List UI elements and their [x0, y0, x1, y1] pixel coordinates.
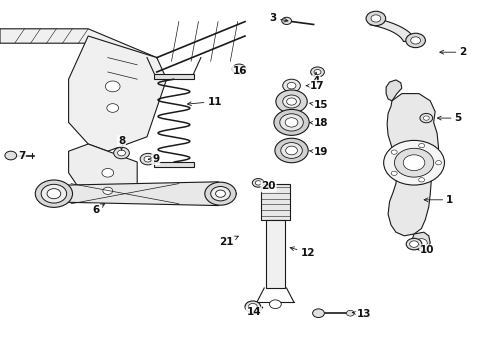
Circle shape	[287, 98, 296, 105]
Circle shape	[140, 153, 156, 165]
Circle shape	[313, 309, 324, 318]
Polygon shape	[370, 18, 416, 41]
Text: 7: 7	[18, 150, 25, 161]
Circle shape	[282, 17, 292, 24]
Circle shape	[211, 186, 230, 201]
Polygon shape	[154, 74, 194, 79]
Polygon shape	[386, 80, 402, 101]
Circle shape	[102, 168, 114, 177]
Circle shape	[406, 33, 425, 48]
Circle shape	[283, 79, 300, 92]
Text: 2: 2	[440, 47, 466, 57]
Circle shape	[346, 310, 354, 316]
Text: 16: 16	[233, 66, 247, 76]
Polygon shape	[261, 184, 290, 220]
Circle shape	[118, 150, 125, 156]
Polygon shape	[266, 220, 285, 288]
Circle shape	[392, 150, 397, 154]
Circle shape	[114, 147, 129, 159]
Circle shape	[245, 301, 261, 312]
Circle shape	[107, 104, 119, 112]
Text: 5: 5	[438, 113, 462, 123]
Text: 14: 14	[246, 307, 263, 318]
Circle shape	[236, 67, 243, 72]
Text: 12: 12	[290, 247, 315, 258]
Circle shape	[371, 15, 381, 22]
Circle shape	[411, 37, 420, 44]
Text: 4: 4	[312, 72, 320, 86]
Circle shape	[248, 303, 257, 310]
Circle shape	[394, 148, 434, 177]
Text: 9: 9	[148, 154, 159, 164]
Text: 13: 13	[352, 309, 371, 319]
Circle shape	[35, 180, 73, 207]
Circle shape	[406, 238, 422, 250]
Circle shape	[286, 146, 297, 155]
Text: 21: 21	[219, 236, 238, 247]
Text: 15: 15	[310, 100, 328, 110]
Circle shape	[103, 187, 113, 194]
Circle shape	[423, 116, 429, 120]
Polygon shape	[39, 182, 237, 206]
Circle shape	[275, 138, 308, 163]
Circle shape	[420, 113, 433, 123]
Circle shape	[270, 300, 281, 309]
Text: 20: 20	[261, 181, 276, 192]
Circle shape	[274, 109, 309, 135]
Circle shape	[366, 11, 386, 26]
Circle shape	[252, 179, 264, 187]
Circle shape	[285, 118, 298, 127]
Circle shape	[232, 64, 246, 74]
Circle shape	[384, 140, 444, 185]
Circle shape	[47, 189, 61, 199]
Circle shape	[105, 81, 120, 92]
Text: 1: 1	[424, 195, 453, 205]
Circle shape	[41, 184, 67, 203]
Circle shape	[283, 95, 300, 108]
Circle shape	[410, 241, 418, 247]
Circle shape	[255, 181, 261, 185]
Circle shape	[392, 171, 397, 175]
Polygon shape	[69, 144, 137, 194]
Text: 10: 10	[419, 245, 435, 255]
Text: 18: 18	[310, 118, 328, 128]
Circle shape	[418, 143, 424, 148]
Text: 8: 8	[118, 136, 125, 150]
Polygon shape	[0, 29, 157, 72]
Circle shape	[5, 151, 17, 160]
Circle shape	[205, 182, 236, 205]
Text: 6: 6	[92, 204, 105, 215]
Text: 11: 11	[188, 96, 222, 107]
Text: 19: 19	[310, 147, 328, 157]
Circle shape	[144, 156, 152, 162]
Text: 3: 3	[270, 13, 288, 23]
Circle shape	[436, 161, 441, 165]
Text: 17: 17	[306, 81, 325, 91]
Circle shape	[216, 190, 225, 197]
Circle shape	[418, 178, 424, 182]
Circle shape	[281, 143, 302, 158]
Circle shape	[416, 239, 427, 247]
Polygon shape	[412, 232, 430, 251]
Circle shape	[280, 114, 303, 131]
Polygon shape	[69, 36, 167, 151]
Polygon shape	[154, 162, 194, 167]
Circle shape	[311, 67, 324, 77]
Circle shape	[276, 90, 307, 113]
Circle shape	[314, 69, 321, 75]
Polygon shape	[387, 94, 439, 236]
Circle shape	[287, 82, 296, 89]
Circle shape	[403, 155, 425, 171]
